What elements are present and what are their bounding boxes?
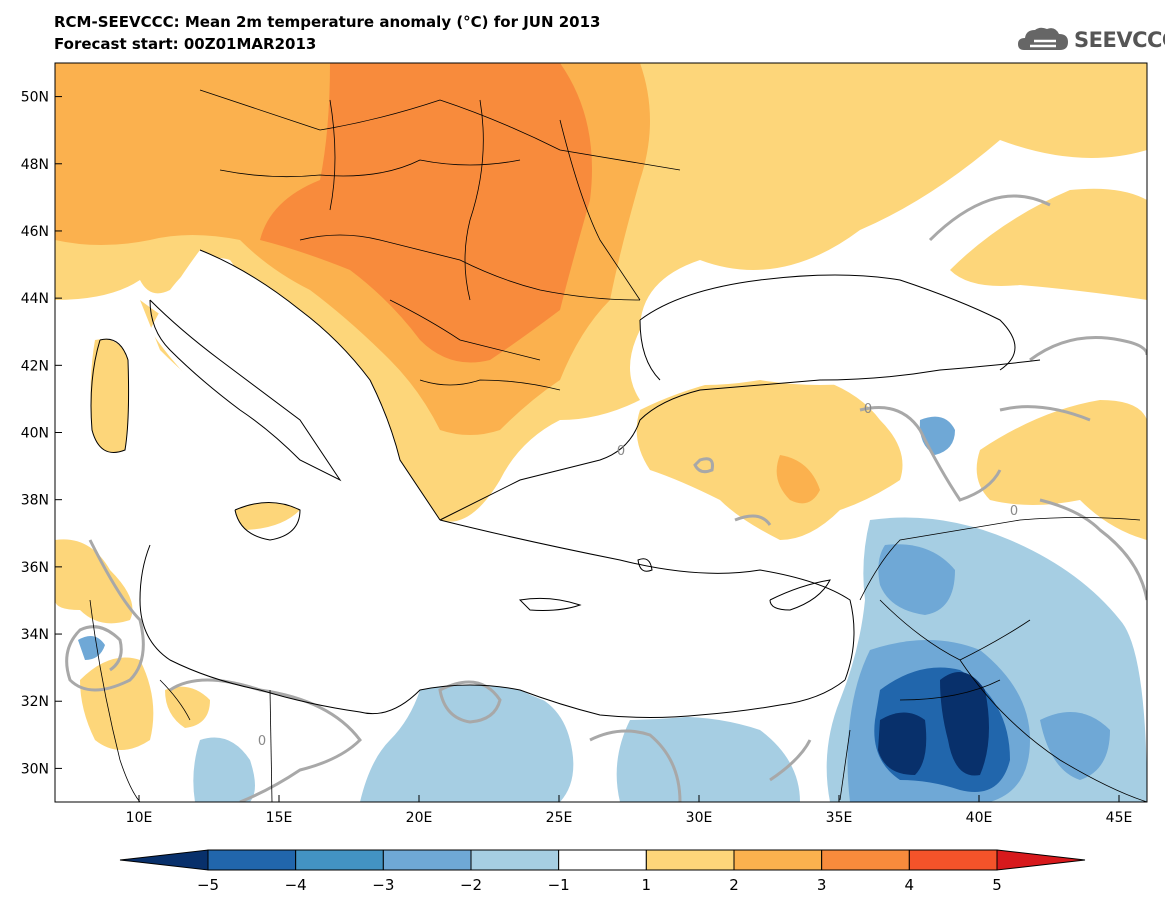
warm-zone-anatolia — [636, 370, 903, 540]
colorbar-label: 3 — [817, 876, 827, 894]
colorbar-segment — [996, 849, 1086, 871]
lon-tick-label: 10E — [126, 810, 153, 826]
contour-label: 0 — [617, 444, 625, 459]
colorbar-label: −3 — [372, 876, 394, 894]
colorbar-label: 2 — [729, 876, 739, 894]
cloud-icon — [1018, 27, 1068, 50]
colorbar-segment — [733, 849, 823, 871]
lat-tick-label: 30N — [21, 761, 49, 777]
cool-zone-libya — [360, 680, 574, 802]
lat-tick-label: 34N — [21, 627, 49, 643]
colorbar-label: −4 — [285, 876, 307, 894]
colorbar-segment — [382, 849, 472, 871]
map-title: RCM-SEEVCCC: Mean 2m temperature anomaly… — [54, 13, 601, 31]
colorbar: −5 −4 −3 −2 −1 1 2 3 4 5 — [119, 849, 1086, 894]
lon-tick-label: 45E — [1106, 810, 1133, 826]
lat-tick-label: 38N — [21, 493, 49, 509]
cool-zone-libya-west — [193, 737, 255, 802]
cool-spot-syria — [878, 544, 955, 615]
colorbar-segment — [645, 849, 735, 871]
hot-zone-balkans — [260, 63, 592, 363]
lat-tick-label: 40N — [21, 426, 49, 442]
coastlines — [90, 249, 1041, 718]
lon-tick-label: 20E — [406, 810, 433, 826]
colorbar-label: −5 — [197, 876, 219, 894]
latitude-axis: 50N 48N 46N 44N 42N 40N 38N 36N 34N 32N 30N — [21, 90, 62, 777]
lat-tick-label: 36N — [21, 560, 49, 576]
warm-zone-sardinia — [90, 339, 129, 453]
contour-label: 0 — [1010, 504, 1018, 519]
contour-label: 0 — [864, 402, 872, 417]
zero-contours — [65, 194, 1147, 802]
lon-tick-label: 35E — [826, 810, 853, 826]
colorbar-segment — [558, 849, 647, 871]
colorbar-segment — [908, 849, 998, 871]
coldest-spot-jordan-west — [878, 712, 927, 775]
map-subtitle: Forecast start: 00Z01MAR2013 — [54, 35, 317, 53]
warm-zone-caspian — [950, 188, 1147, 300]
black-sea — [640, 275, 1015, 385]
logo-text: SEEVCCC — [1074, 28, 1165, 52]
lat-tick-label: 50N — [21, 90, 49, 106]
mediterranean-sea — [137, 250, 850, 720]
warm-zone-caucasus-south — [976, 400, 1147, 540]
lat-tick-label: 32N — [21, 694, 49, 710]
colorbar-label: 4 — [905, 876, 915, 894]
lon-tick-label: 30E — [686, 810, 713, 826]
cool-zone-egypt — [616, 716, 800, 802]
colorbar-segment — [821, 849, 910, 871]
country-borders — [89, 89, 1147, 802]
cold-spot-iraq — [1040, 712, 1110, 780]
lat-tick-label: 48N — [21, 157, 49, 173]
warm-zone-tunisia — [80, 657, 154, 750]
colorbar-label: −1 — [548, 876, 570, 894]
colorbar-segment — [470, 849, 560, 871]
colorbar-segment — [119, 849, 209, 871]
lon-tick-label: 25E — [546, 810, 573, 826]
lon-tick-label: 15E — [266, 810, 293, 826]
longitude-axis: 10E 15E 20E 25E 30E 35E 40E 45E — [126, 795, 1133, 826]
colorbar-label: 5 — [992, 876, 1002, 894]
warm-zone-libya-west — [165, 686, 210, 728]
seevccc-logo: SEEVCCC — [1016, 22, 1165, 56]
contour-label: 0 — [258, 734, 266, 749]
lat-tick-label: 44N — [21, 291, 49, 307]
colorbar-segment — [207, 849, 297, 871]
colorbar-label: −2 — [460, 876, 482, 894]
lon-tick-label: 40E — [966, 810, 993, 826]
lat-tick-label: 42N — [21, 358, 49, 374]
lat-tick-label: 46N — [21, 224, 49, 240]
anomaly-field — [55, 63, 1147, 802]
warm-spot-anatolia — [776, 455, 820, 504]
warm-zone-algeria — [55, 539, 133, 624]
colorbar-segment — [295, 849, 384, 871]
colorbar-label: 1 — [642, 876, 652, 894]
coldest-spot-jordan-east — [940, 672, 989, 776]
